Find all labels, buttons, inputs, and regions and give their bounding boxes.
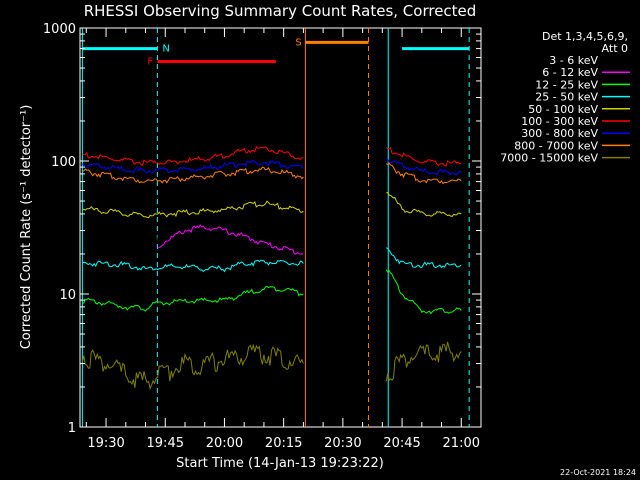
x-axis: 19:30 19:45 20:00 20:15 20:30 20:45 21:00: [85, 28, 482, 451]
series-6: [82, 157, 462, 176]
series-0: [156, 190, 304, 255]
plot-frame: [79, 27, 482, 428]
x-tick-label-0: 19:30: [87, 436, 124, 451]
legend-label-3: 25 - 50 keV: [535, 91, 598, 104]
legend-label-1: 6 - 12 keV: [542, 66, 598, 79]
flag-label-S: S: [295, 37, 301, 48]
x-axis-label: Start Time (14-Jan-13 19:23:22): [176, 456, 384, 471]
series-line-4-seg-1: [386, 192, 462, 217]
legend-label-0: 3 - 6 keV: [549, 54, 598, 67]
series-line-2-seg-0: [82, 285, 304, 312]
legend-label-4: 50 - 100 keV: [528, 103, 598, 116]
legend-label-8: 7000 - 15000 keV: [500, 152, 598, 165]
x-tick-label-3: 20:15: [265, 436, 302, 451]
y-tick-label-3: 1000: [43, 22, 76, 37]
series-line-2-seg-1: [385, 269, 462, 315]
x-tick-label-5: 20:45: [383, 436, 420, 451]
plot-area: NF S: [79, 27, 482, 428]
x-tick-label-2: 20:00: [206, 436, 243, 451]
series-line-3-seg-0: [82, 259, 304, 273]
series-line-0-seg-0: [156, 190, 304, 255]
series-line-4-seg-0: [82, 200, 304, 219]
chart-title: RHESSI Observing Summary Count Rates, Co…: [84, 2, 477, 20]
flag-label-F: F: [147, 56, 153, 67]
series-line-5-seg-1: [386, 146, 462, 167]
series-line-8-seg-1: [385, 341, 462, 382]
legend-header-1: Det 1,3,4,5,6,9,: [542, 30, 628, 43]
legend-label-2: 12 - 25 keV: [535, 78, 598, 91]
series-line-5-seg-0: [82, 145, 304, 167]
y-tick-label-0: 1: [68, 421, 76, 436]
series-line-6-seg-0: [82, 159, 304, 174]
x-tick-label-6: 21:00: [443, 436, 480, 451]
y-axis: 1 10 100 1000: [43, 22, 481, 436]
series-line-7-seg-0: [82, 166, 304, 184]
series-2: [82, 269, 462, 315]
series-line-1-seg-0: [157, 224, 304, 255]
legend-label-5: 100 - 300 keV: [521, 115, 598, 128]
legend-header-2: Att 0: [602, 42, 628, 55]
legend-label-6: 300 - 800 keV: [521, 127, 598, 140]
x-tick-label-1: 19:45: [147, 436, 184, 451]
legend-label-7: 800 - 7000 keV: [514, 139, 598, 152]
series-line-7-seg-1: [386, 162, 462, 185]
series-5: [82, 145, 462, 167]
x-tick-label-4: 20:30: [324, 436, 361, 451]
series-7: [82, 162, 462, 185]
footer-date: 22-Oct-2021 18:24: [560, 468, 636, 477]
series-4: [82, 192, 462, 219]
y-tick-label-1: 10: [59, 288, 76, 303]
y-tick-label-2: 100: [51, 155, 76, 170]
flag-label-N: N: [162, 44, 169, 55]
y-axis-label: Corrected Count Rate (s⁻¹ detector⁻¹): [19, 105, 34, 350]
series-3: [82, 247, 462, 273]
series-line-3-seg-1: [386, 247, 462, 269]
series-1: [157, 224, 304, 255]
series-lines: [81, 145, 462, 391]
series-line-6-seg-1: [385, 157, 462, 176]
series-line-8-seg-0: [81, 343, 304, 391]
series-8: [81, 341, 462, 391]
flag-bars: NF S: [82, 37, 470, 67]
